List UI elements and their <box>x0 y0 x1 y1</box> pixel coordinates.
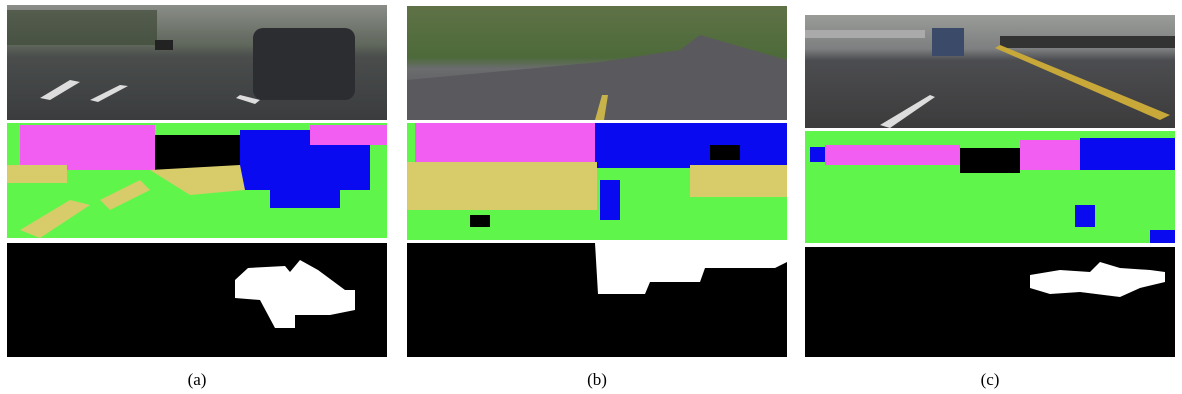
photo <box>407 6 787 120</box>
segmentation-region <box>1080 138 1175 170</box>
segmentation-region <box>470 215 490 227</box>
segmentation-region <box>310 125 387 145</box>
photo <box>805 15 1175 128</box>
segmentation-region <box>810 147 825 162</box>
segmentation-region <box>960 148 1020 173</box>
panel-a <box>7 5 387 357</box>
panel-b <box>407 6 787 357</box>
segmentation <box>407 123 787 240</box>
mask <box>7 243 387 357</box>
segmentation-region <box>1075 205 1095 227</box>
segmentation-region <box>415 123 595 165</box>
segmentation <box>7 123 387 238</box>
segmentation-region <box>155 135 240 170</box>
segmentation-region <box>690 165 787 197</box>
segmentation-region <box>20 125 155 170</box>
photo-region <box>155 40 173 50</box>
caption: (a) <box>188 370 207 389</box>
segmentation-region <box>1020 140 1080 170</box>
mask <box>407 243 787 357</box>
caption: (c) <box>981 370 1000 389</box>
photo-region <box>7 10 157 45</box>
segmentation-region <box>7 165 67 183</box>
figure: (a) (b) (c) <box>0 0 1182 394</box>
segmentation-region <box>595 123 787 168</box>
mask-region <box>805 247 1175 357</box>
segmentation-region <box>710 145 740 160</box>
segmentation <box>805 131 1175 243</box>
mask <box>805 247 1175 357</box>
photo-region <box>1000 36 1175 48</box>
caption: (b) <box>587 370 607 389</box>
photo-region <box>253 28 355 100</box>
segmentation-region <box>1150 230 1175 243</box>
segmentation-region <box>407 162 597 210</box>
panel-c <box>805 15 1175 357</box>
photo <box>7 5 387 120</box>
segmentation-region <box>825 145 960 165</box>
segmentation-region <box>600 180 620 220</box>
segmentation-region <box>270 190 340 208</box>
photo-region <box>805 30 925 38</box>
photo-region <box>932 28 964 56</box>
